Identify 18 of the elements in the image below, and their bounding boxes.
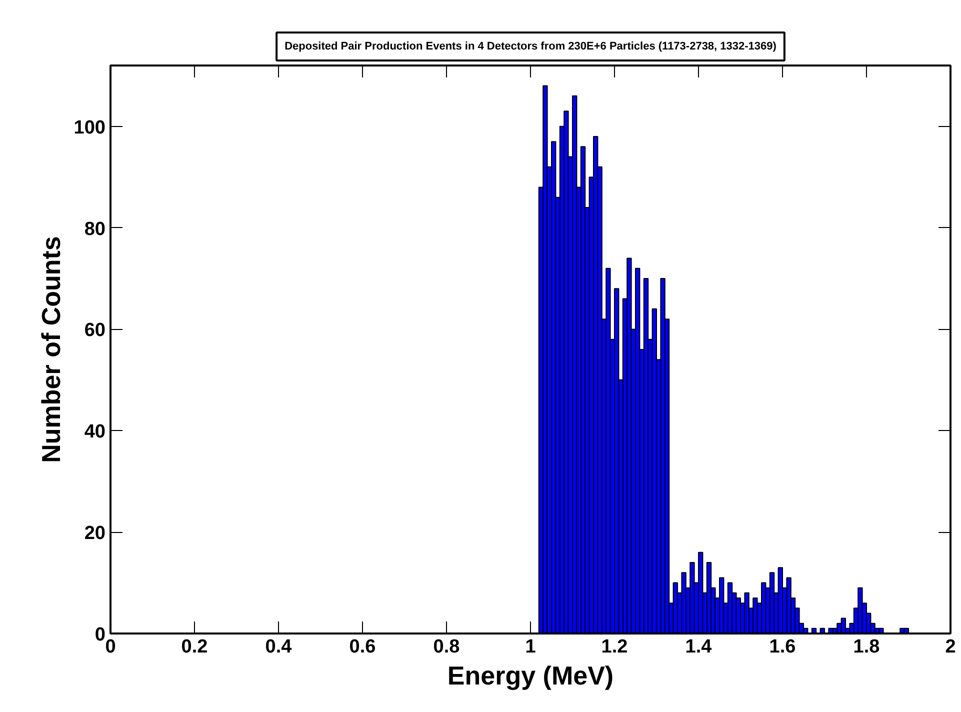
y-axis-title: Number of Counts: [36, 236, 66, 463]
y-tick-label: 100: [74, 117, 106, 138]
x-tick-label: 1.2: [601, 636, 628, 658]
y-tick-label: 20: [84, 523, 106, 544]
x-tick-label: 0.4: [265, 636, 292, 658]
y-tick-label: 40: [84, 422, 106, 443]
x-tick-label: 1.6: [769, 636, 796, 658]
chart-title: Deposited Pair Production Events in 4 Detectors from 230E+6 Particles (1173-2738, 1332-1369): [284, 40, 777, 52]
x-tick-label: 2: [945, 636, 956, 658]
x-tick-label: 1.4: [685, 636, 712, 658]
x-tick-label: 0.6: [349, 636, 376, 658]
x-tick-label: 0.8: [433, 636, 460, 658]
y-tick-label: 80: [84, 218, 106, 240]
x-axis-title: Energy (MeV): [447, 660, 614, 690]
x-tick-label: 1: [525, 636, 536, 658]
x-tick-label: 0.2: [181, 636, 208, 658]
x-tick-label: 1.8: [853, 636, 880, 658]
y-tick-label: 60: [84, 320, 106, 342]
